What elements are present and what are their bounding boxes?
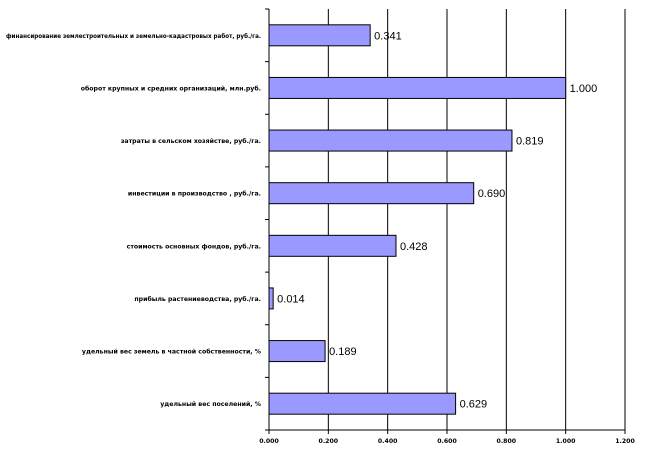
- bar: [268, 287, 274, 310]
- category-label: затраты в сельском хозяйстве, руб./га.: [121, 137, 261, 145]
- category-label: удельный вес земель в частной собственно…: [82, 348, 261, 356]
- axis-layer: [265, 8, 626, 434]
- data-label: 0.189: [329, 346, 357, 358]
- category-label: финансирование землестроительных и земел…: [6, 32, 261, 40]
- x-tick-label: 1.000: [556, 438, 576, 445]
- x-tick-label: 0.000: [259, 438, 279, 445]
- bar: [268, 340, 326, 363]
- data-label: 0.690: [478, 188, 506, 200]
- bar: [268, 392, 457, 415]
- data-label: 0.629: [460, 399, 488, 411]
- category-label: удельный вес поселений, %: [160, 400, 261, 408]
- data-label: 1.000: [570, 83, 598, 95]
- data-label: 0.819: [516, 136, 544, 148]
- bar: [268, 24, 371, 47]
- data-label: 0.014: [277, 293, 305, 305]
- category-label: стоимость основных фондов, руб./га.: [127, 242, 261, 250]
- data-label: 0.428: [400, 241, 428, 253]
- x-tick-label: 0.200: [319, 438, 339, 445]
- data-label: 0.341: [374, 30, 402, 42]
- x-tick-label: 1.200: [615, 438, 635, 445]
- bar: [268, 129, 513, 152]
- grid-layer: [327, 9, 626, 430]
- x-tick-label: 0.800: [497, 438, 517, 445]
- label-layer: 0.341 1.000 0.819 0.690 0.428 0.014 0.189 0.629…: [6, 30, 635, 445]
- bar: [268, 76, 567, 99]
- bar: [268, 234, 397, 257]
- category-label: оборот крупных и средних организаций, мл…: [81, 84, 261, 92]
- category-label: прибыль растениеводства, руб./га.: [134, 295, 261, 303]
- x-tick-label: 0.400: [378, 438, 398, 445]
- bar: [268, 182, 475, 205]
- category-label: инвестиции в производство , руб./га.: [128, 190, 261, 198]
- x-tick-label: 0.600: [437, 438, 457, 445]
- bar-layer: [268, 24, 567, 415]
